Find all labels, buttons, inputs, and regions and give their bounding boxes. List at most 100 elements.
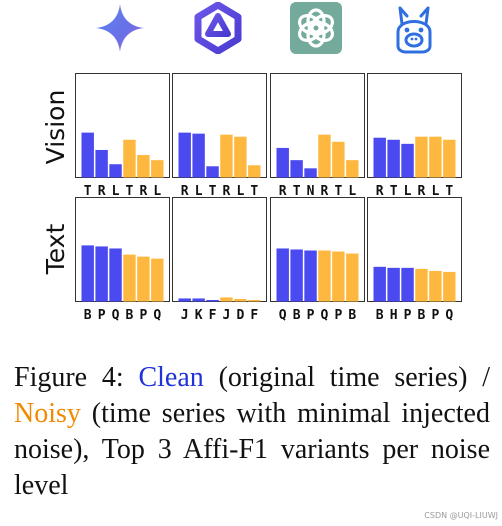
tick-label: B xyxy=(376,308,384,323)
bar-noisy-4 xyxy=(415,268,428,302)
caption-middle: (original time series) / xyxy=(203,362,490,393)
bar-clean-1 xyxy=(178,298,191,302)
tick-label: B xyxy=(84,308,92,323)
tick-label: T xyxy=(250,184,258,199)
tick-label: K xyxy=(195,308,203,323)
bar-clean-3 xyxy=(109,248,122,302)
bar-clean-3 xyxy=(304,168,317,178)
tick-label: H xyxy=(390,308,398,323)
bar-noisy-6 xyxy=(151,258,164,302)
bar-clean-1 xyxy=(373,266,386,302)
tick-label: T xyxy=(84,184,92,199)
tick-label: P xyxy=(404,308,412,323)
tick-label: P xyxy=(334,308,342,323)
tick-label: F xyxy=(209,308,217,323)
bar-noisy-6 xyxy=(248,165,261,178)
bar-clean-2 xyxy=(95,149,108,178)
tick-label: R xyxy=(321,184,329,199)
bar-clean-3 xyxy=(206,299,219,302)
tick-label: T xyxy=(390,184,398,199)
bar-noisy-5 xyxy=(137,256,150,302)
bar-noisy-5 xyxy=(332,251,345,302)
bar-noisy-6 xyxy=(248,299,261,302)
bar-noisy-4 xyxy=(220,297,233,302)
tick-label: N xyxy=(307,184,315,199)
bar-noisy-4 xyxy=(318,250,331,302)
gemini-sparkle-icon xyxy=(94,2,146,54)
tick-label: L xyxy=(153,184,161,199)
tick-label: B xyxy=(418,308,426,323)
watermark: CSDN @UQI-LIUWJ xyxy=(424,511,498,520)
bar-clean-2 xyxy=(95,246,108,302)
bar-noisy-5 xyxy=(332,141,345,178)
bar-noisy-6 xyxy=(346,253,359,302)
tick-label: L xyxy=(195,184,203,199)
bar-clean-2 xyxy=(387,139,400,178)
tick-label: Q xyxy=(321,308,329,323)
bar-clean-1 xyxy=(178,132,191,178)
bar-clean-3 xyxy=(401,143,414,178)
bar-clean-2 xyxy=(192,298,205,302)
bar-clean-1 xyxy=(373,137,386,178)
bar-noisy-6 xyxy=(151,160,164,178)
bar-clean-3 xyxy=(206,166,219,178)
tick-label: R xyxy=(181,184,189,199)
llama-icon xyxy=(388,2,440,54)
tick-label: R xyxy=(223,184,231,199)
tick-label: R xyxy=(418,184,426,199)
tick-label: B xyxy=(293,308,301,323)
tick-label: L xyxy=(431,184,439,199)
bar-noisy-5 xyxy=(429,136,442,178)
bar-noisy-5 xyxy=(234,136,247,178)
tick-label: P xyxy=(307,308,315,323)
bar-noisy-6 xyxy=(346,160,359,178)
tick-label: L xyxy=(236,184,244,199)
caption-noisy: Noisy xyxy=(14,398,81,429)
bar-clean-1 xyxy=(276,147,289,178)
tick-label: Q xyxy=(445,308,453,323)
tick-label: D xyxy=(236,308,244,323)
bar-noisy-4 xyxy=(220,134,233,178)
bar-clean-3 xyxy=(109,164,122,178)
tick-label: R xyxy=(376,184,384,199)
bar-clean-2 xyxy=(192,133,205,178)
bar-clean-2 xyxy=(290,249,303,302)
bar-noisy-6 xyxy=(443,139,456,178)
qwen-hexagon-icon xyxy=(192,1,244,55)
tick-label: T xyxy=(209,184,217,199)
bar-clean-3 xyxy=(401,267,414,302)
tick-label: R xyxy=(279,184,287,199)
bar-noisy-6 xyxy=(443,271,456,302)
tick-label: Q xyxy=(279,308,287,323)
panel-frame xyxy=(172,197,267,302)
tick-label: Q xyxy=(153,308,161,323)
tick-label: B xyxy=(126,308,134,323)
tick-label: T xyxy=(445,184,453,199)
bar-clean-2 xyxy=(387,267,400,302)
tick-label: J xyxy=(181,308,189,323)
caption-suffix: (time series with minimal injected noise… xyxy=(14,398,490,501)
row-label-vision: Vision xyxy=(41,89,70,165)
bar-noisy-5 xyxy=(137,155,150,178)
tick-label: J xyxy=(223,308,231,323)
tick-label: L xyxy=(404,184,412,199)
bar-noisy-4 xyxy=(123,254,136,302)
tick-label: R xyxy=(98,184,106,199)
bar-noisy-4 xyxy=(123,139,136,178)
bar-noisy-4 xyxy=(415,136,428,178)
tick-label: P xyxy=(431,308,439,323)
tick-label: L xyxy=(348,184,356,199)
tick-label: P xyxy=(139,308,147,323)
caption-clean: Clean xyxy=(138,362,204,393)
bar-clean-3 xyxy=(304,250,317,302)
bar-clean-2 xyxy=(290,160,303,178)
bar-clean-1 xyxy=(81,132,94,178)
